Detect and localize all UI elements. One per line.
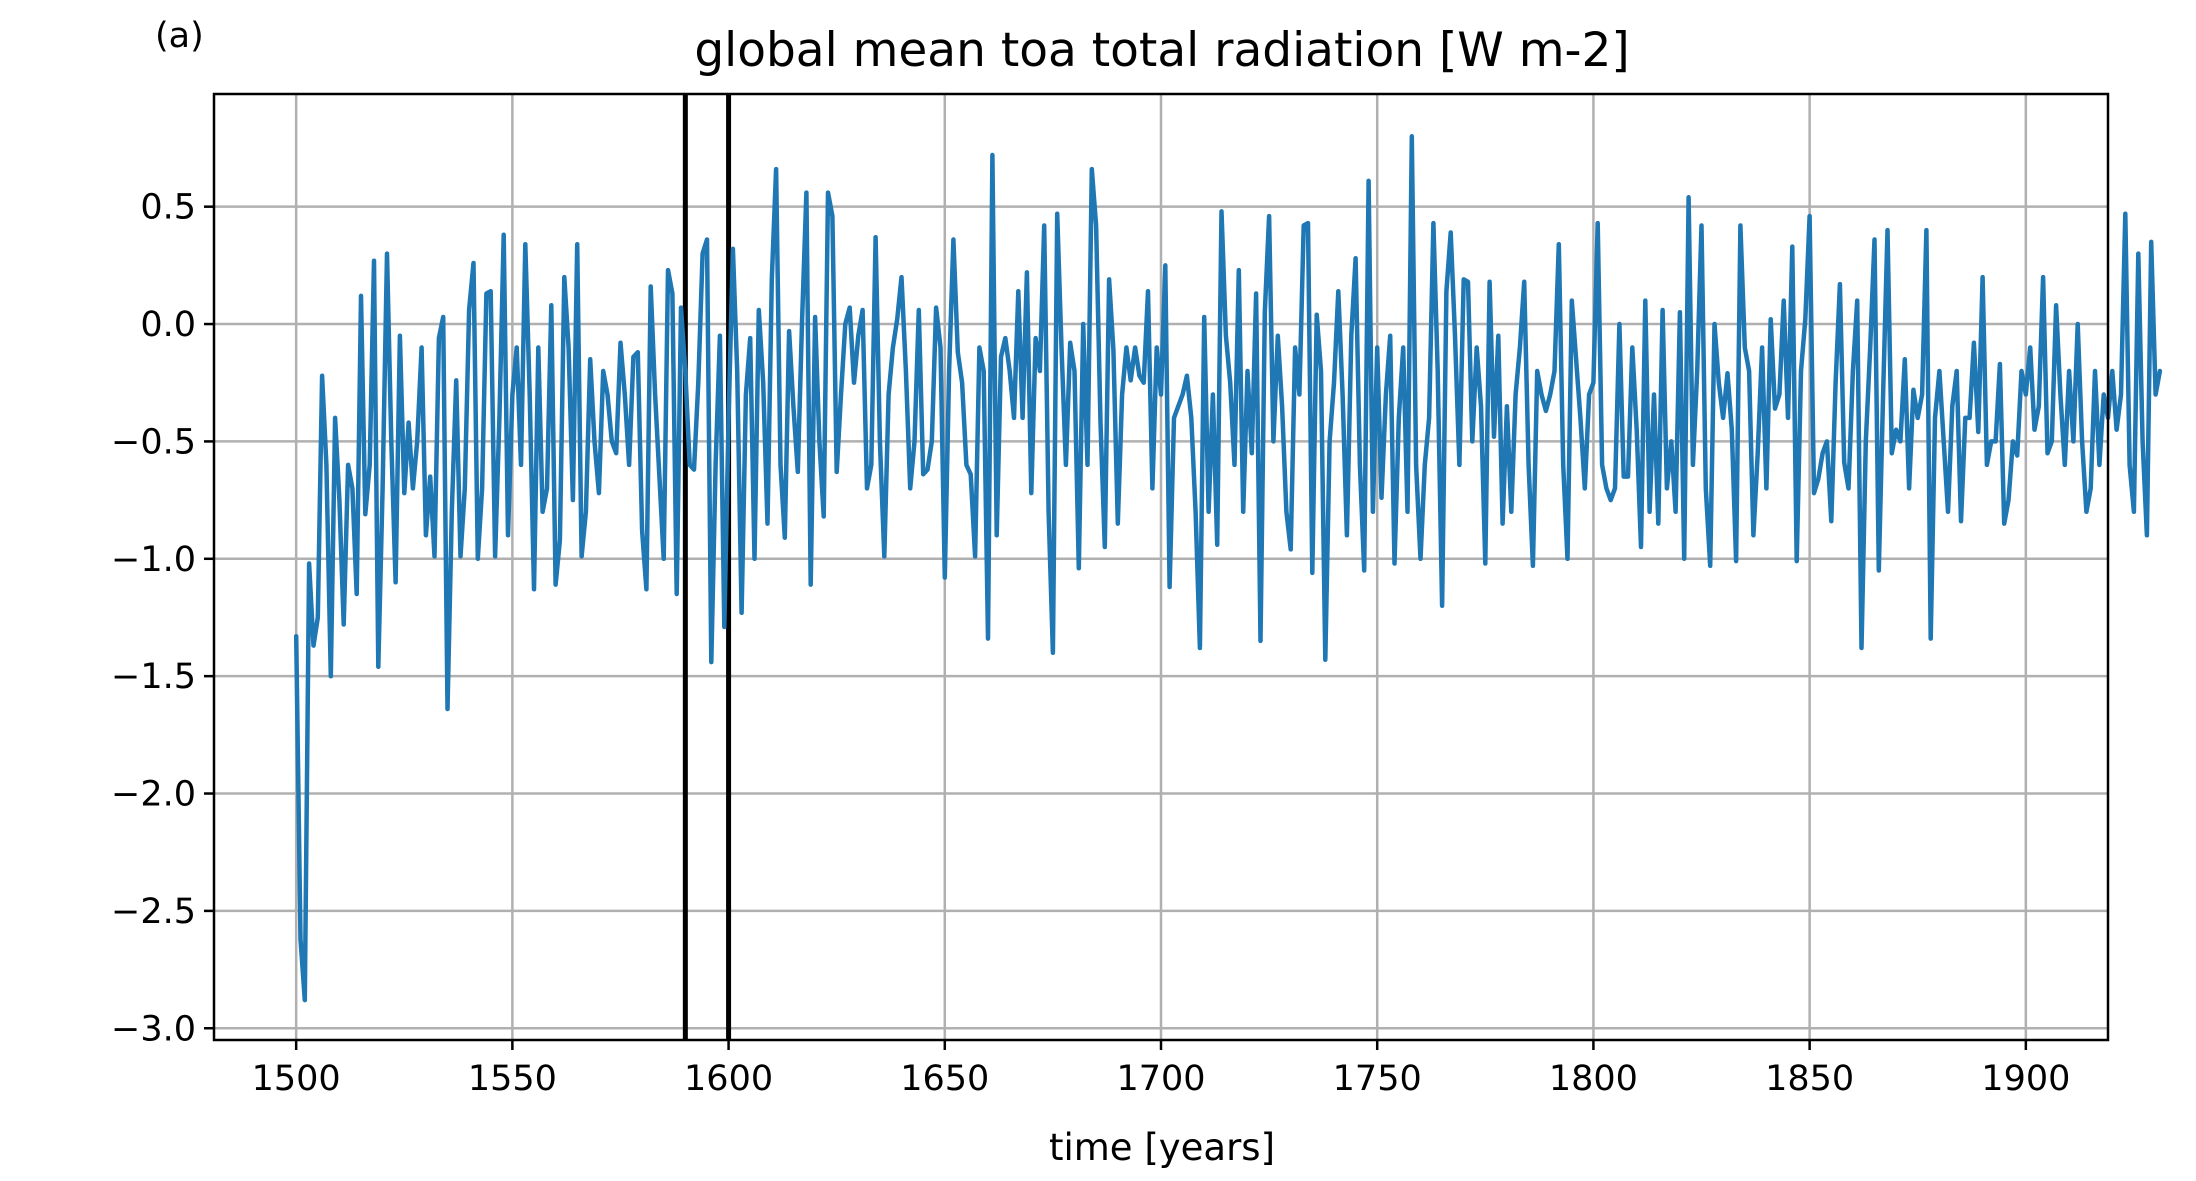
x-axis-ticks: 1500 1550 1600 1650 1700 1750 1800 1850 1900 bbox=[252, 1040, 2070, 1099]
y-tick-label: 0.0 bbox=[140, 305, 196, 345]
x-tick-label: 1600 bbox=[684, 1059, 773, 1099]
y-tick-label: −1.0 bbox=[111, 540, 196, 580]
x-tick-label: 1550 bbox=[468, 1059, 557, 1099]
y-tick-label: −2.0 bbox=[111, 775, 196, 815]
x-tick-label: 1650 bbox=[900, 1059, 989, 1099]
y-tick-label: −2.5 bbox=[111, 892, 196, 932]
series-line bbox=[293, 134, 2163, 1003]
y-tick-label: −0.5 bbox=[111, 422, 196, 462]
x-tick-label: 1850 bbox=[1765, 1059, 1854, 1099]
chart-title: global mean toa total radiation [W m-2] bbox=[694, 23, 1629, 78]
y-axis-ticks: 0.5 0.0 −0.5 −1.0 −1.5 −2.0 −2.5 −3.0 bbox=[111, 188, 214, 1049]
y-tick-label: 0.5 bbox=[140, 188, 196, 228]
x-tick-label: 1700 bbox=[1116, 1059, 1205, 1099]
panel-label: (a) bbox=[155, 16, 204, 56]
x-tick-label: 1900 bbox=[1981, 1059, 2070, 1099]
y-tick-label: −3.0 bbox=[111, 1009, 196, 1049]
vertical-markers bbox=[682, 94, 732, 1040]
x-tick-label: 1500 bbox=[252, 1059, 341, 1099]
x-axis-label: time [years] bbox=[1049, 1126, 1275, 1169]
y-tick-label: −1.5 bbox=[111, 657, 196, 697]
x-tick-label: 1800 bbox=[1549, 1059, 1638, 1099]
x-tick-label: 1750 bbox=[1333, 1059, 1422, 1099]
